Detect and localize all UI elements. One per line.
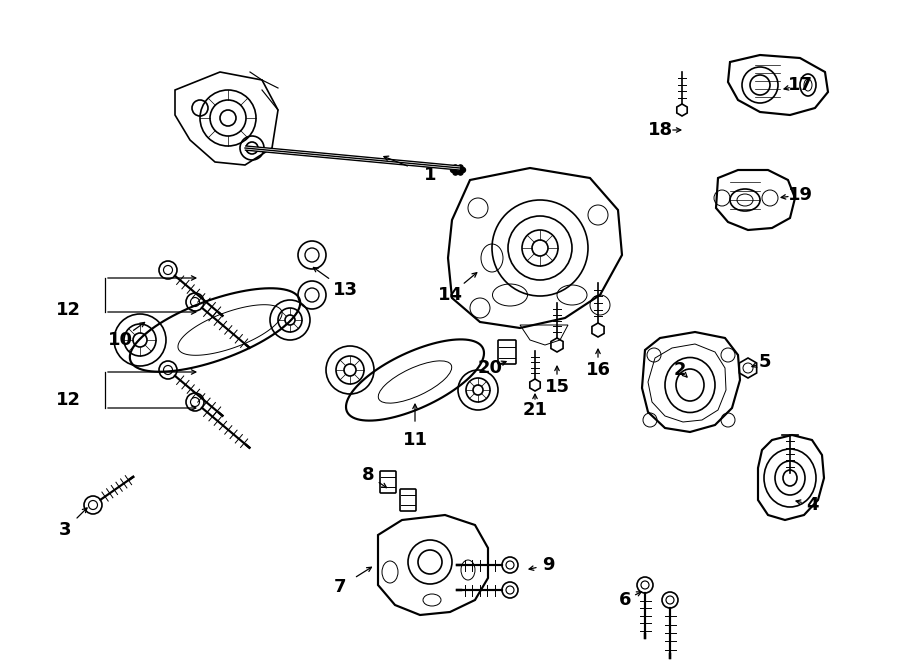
- Text: 10: 10: [107, 331, 132, 349]
- Text: 8: 8: [362, 466, 374, 484]
- Text: 7: 7: [334, 578, 346, 596]
- Text: 12: 12: [56, 391, 80, 409]
- Circle shape: [453, 170, 458, 175]
- Text: 1: 1: [424, 166, 436, 184]
- Text: 15: 15: [544, 378, 570, 396]
- Text: 6: 6: [619, 591, 631, 609]
- Text: 19: 19: [788, 186, 813, 204]
- Circle shape: [451, 167, 455, 173]
- Text: 13: 13: [332, 281, 357, 299]
- Circle shape: [453, 165, 458, 170]
- Text: 9: 9: [542, 556, 554, 574]
- Text: 17: 17: [788, 76, 813, 94]
- Text: 5: 5: [759, 353, 771, 371]
- Text: 16: 16: [586, 361, 610, 379]
- Text: 12: 12: [56, 301, 80, 319]
- Text: 21: 21: [523, 401, 547, 419]
- Circle shape: [458, 170, 463, 175]
- Text: 2: 2: [674, 361, 686, 379]
- Circle shape: [458, 165, 463, 170]
- Circle shape: [461, 167, 465, 173]
- Text: 18: 18: [647, 121, 672, 139]
- Text: 3: 3: [58, 521, 71, 539]
- Text: 14: 14: [437, 286, 463, 304]
- Text: 11: 11: [402, 431, 428, 449]
- Text: 4: 4: [806, 496, 818, 514]
- Text: 20: 20: [478, 359, 502, 377]
